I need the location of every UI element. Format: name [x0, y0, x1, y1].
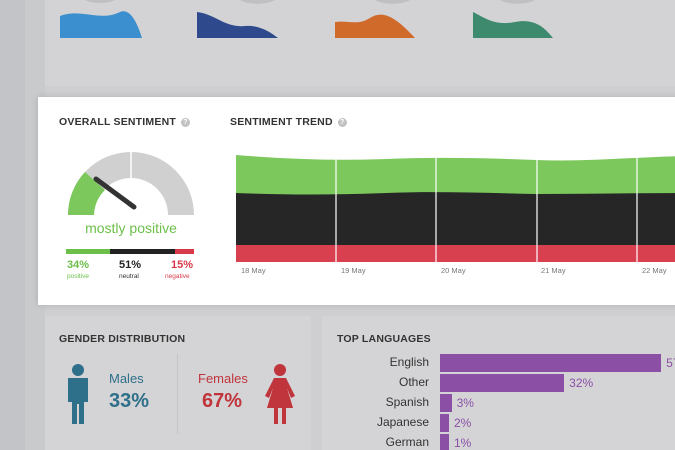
- language-row: Other 32%: [322, 374, 675, 392]
- language-name: Other: [398, 375, 429, 389]
- gender-divider: [177, 354, 178, 434]
- navy-wave-shape: [197, 12, 278, 38]
- help-icon[interactable]: ?: [180, 118, 190, 127]
- gauge-positive-arc: [68, 172, 105, 215]
- sentiment-trend-title: SENTIMENT TREND?: [230, 116, 347, 128]
- language-percent: 1%: [454, 436, 472, 450]
- blue-wave-shape: [60, 11, 142, 38]
- gauge-background-arc: [68, 152, 194, 215]
- sentiment-gauge: [68, 152, 194, 215]
- sentiment-split-bar: [66, 249, 194, 254]
- language-bar: [440, 394, 452, 412]
- language-bar: [440, 374, 565, 392]
- help-icon[interactable]: ?: [337, 118, 347, 127]
- top-languages-card: TOP LANGUAGES English 57 Other 32% Spanish 3%…: [322, 316, 675, 450]
- male-icon: [68, 364, 88, 424]
- date-label-3: 20 May: [441, 266, 466, 275]
- orange-wave-shape: [335, 14, 415, 38]
- language-name: English: [389, 355, 429, 369]
- date-label-5: 22 May: [642, 266, 667, 275]
- positive-segment: [66, 249, 110, 254]
- females-percent: 67%: [202, 390, 243, 412]
- neutral-band: [236, 190, 675, 245]
- sentiment-trend-chart: [236, 147, 675, 262]
- top-languages-title: TOP LANGUAGES: [337, 333, 431, 345]
- negative-segment: [174, 249, 194, 254]
- language-percent: 32%: [569, 376, 594, 390]
- date-label-4: 21 May: [541, 266, 566, 275]
- language-row: Spanish 3%: [322, 394, 675, 412]
- top-summary-card: [45, 0, 675, 86]
- language-row: German 1%: [322, 434, 675, 450]
- positive-label: positive: [67, 273, 90, 280]
- negative-band: [236, 243, 675, 262]
- neutral-label: neutral: [119, 273, 139, 280]
- overall-sentiment-title: OVERALL SENTIMENT?: [59, 116, 190, 128]
- females-label: Females: [198, 371, 248, 386]
- positive-band: [236, 155, 675, 195]
- neutral-percent: 51%: [119, 259, 142, 271]
- males-percent: 33%: [109, 390, 150, 412]
- negative-label: negative: [165, 273, 190, 280]
- language-name: German: [385, 435, 429, 449]
- language-row: Japanese 2%: [322, 414, 675, 432]
- language-percent: 2%: [454, 416, 472, 430]
- language-percent: 57: [666, 356, 675, 370]
- males-label: Males: [109, 371, 144, 386]
- sentiment-summary: mostly positive: [85, 220, 177, 236]
- overall-sentiment-heading: OVERALL SENTIMENT: [59, 116, 176, 128]
- negative-percent: 15%: [171, 259, 194, 271]
- date-label-2: 19 May: [341, 266, 366, 275]
- positive-percent: 34%: [67, 259, 90, 271]
- language-name: Japanese: [376, 415, 429, 429]
- date-label-1: 18 May: [241, 266, 266, 275]
- female-icon: [265, 364, 295, 424]
- gender-distribution-card: GENDER DISTRIBUTION Males 33% Females 67…: [45, 316, 311, 450]
- language-bar: [440, 414, 449, 432]
- left-sidebar-edge: [0, 0, 25, 450]
- neutral-segment: [109, 249, 175, 254]
- wave-shapes: [60, 0, 553, 38]
- language-row: English 57: [322, 354, 675, 372]
- teal-wave-shape: [473, 12, 553, 38]
- language-bar: [440, 354, 662, 372]
- gender-distribution-title: GENDER DISTRIBUTION: [59, 333, 186, 345]
- sentiment-trend-heading: SENTIMENT TREND: [230, 116, 333, 128]
- language-percent: 3%: [456, 396, 474, 410]
- gauge-needle: [93, 176, 137, 210]
- language-name: Spanish: [385, 395, 429, 409]
- sentiment-card: OVERALL SENTIMENT? mostly positive 34% p…: [38, 97, 675, 305]
- language-bar: [440, 434, 449, 450]
